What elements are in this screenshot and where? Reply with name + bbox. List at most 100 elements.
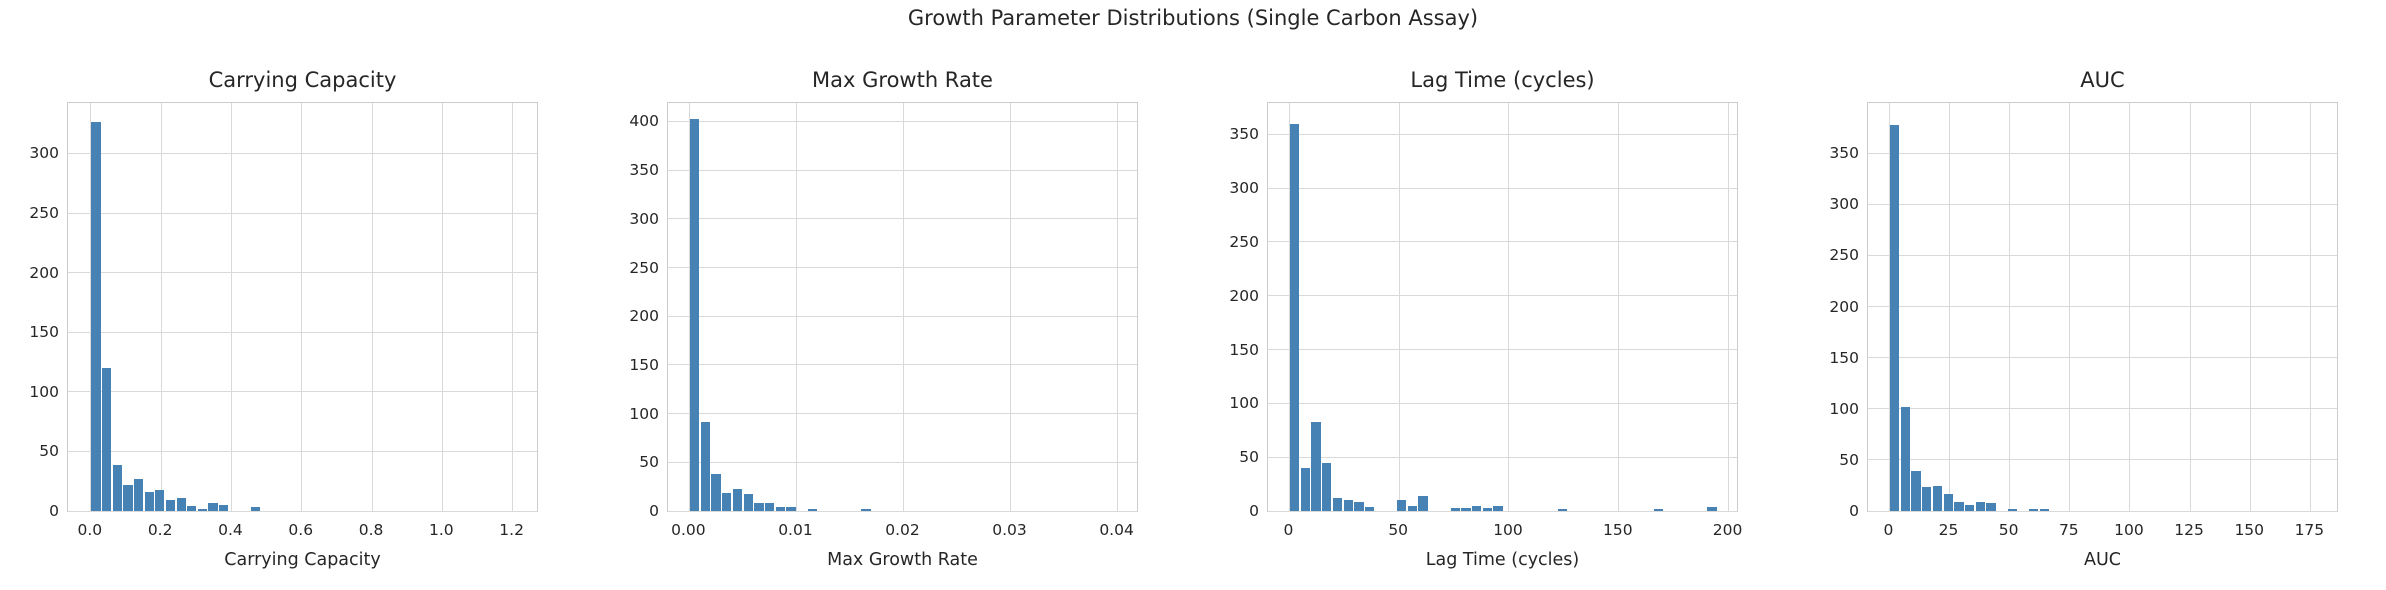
y-tick-label: 50: [39, 442, 59, 461]
histogram-bar: [786, 507, 796, 511]
x-tick-label: 100: [1493, 521, 1523, 539]
x-gridline: [1288, 103, 1290, 511]
x-tick-label: 0.02: [885, 521, 920, 539]
histogram-bar: [2029, 508, 2039, 511]
x-tick-label: 0.01: [778, 521, 813, 539]
x-axis-label-lag-time: Lag Time (cycles): [1425, 550, 1580, 570]
x-tick-label: 50: [1998, 521, 2019, 539]
y-gridline: [1868, 203, 2337, 205]
y-tick-label: 50: [639, 453, 659, 472]
y-tick-label: 350: [1829, 144, 1859, 163]
histogram-bar: [1986, 502, 1996, 511]
y-tick-label: 250: [1229, 232, 1259, 251]
histogram-bar: [764, 503, 775, 511]
y-gridline: [668, 315, 1137, 317]
histogram-bar: [1418, 495, 1428, 511]
y-tick-label: 0: [1249, 502, 1259, 520]
histogram-bar: [187, 506, 197, 511]
histogram-bar: [1397, 500, 1407, 511]
y-tick-label: 350: [1229, 125, 1259, 144]
y-tick-label: 250: [1829, 246, 1859, 265]
histogram-bar: [1290, 123, 1300, 511]
y-gridline: [1268, 510, 1737, 512]
x-tick-label: 100: [2114, 521, 2144, 539]
histogram-bar: [219, 505, 229, 511]
x-gridline: [795, 103, 797, 511]
y-tick-label: 300: [1829, 195, 1859, 214]
x-tick-label: 0.0: [77, 521, 103, 539]
y-gridline: [1868, 357, 2337, 359]
histogram-bar: [743, 494, 753, 511]
x-gridline: [1010, 103, 1012, 511]
y-gridline: [668, 364, 1137, 366]
histogram-bar: [861, 509, 871, 511]
y-tick-label: 100: [1229, 394, 1259, 413]
x-axis-label-auc: AUC: [2084, 550, 2121, 570]
histogram-bar: [1890, 124, 1900, 511]
x-gridline: [371, 103, 373, 511]
x-gridline: [230, 103, 232, 511]
histogram-max-growth-rate: [667, 102, 1138, 512]
y-gridline: [1268, 133, 1737, 135]
y-tick-label: 150: [29, 323, 59, 342]
x-gridline: [1508, 103, 1510, 511]
y-gridline: [1868, 459, 2337, 461]
y-tick-label: 300: [29, 144, 59, 163]
x-axis-label-max-growth-rate: Max Growth Rate: [827, 550, 978, 570]
histogram-bar: [1343, 500, 1353, 511]
histogram-bar: [1471, 505, 1482, 511]
histogram-bar: [775, 507, 785, 511]
histogram-bar: [1322, 462, 1332, 511]
histogram-bar: [1450, 507, 1460, 511]
y-gridline: [68, 212, 537, 214]
y-tick-label: 300: [1229, 179, 1259, 198]
x-gridline: [1728, 103, 1730, 511]
y-gridline: [68, 391, 537, 393]
y-tick-label: 300: [629, 209, 659, 228]
x-gridline: [688, 103, 690, 511]
histogram-bar: [1311, 421, 1321, 511]
x-gridline: [903, 103, 904, 511]
x-gridline: [1398, 103, 1400, 511]
x-gridline: [90, 103, 92, 511]
histogram-bar: [1300, 467, 1310, 511]
y-gridline: [1268, 349, 1737, 351]
y-tick-label: 100: [1829, 399, 1859, 418]
histogram-bar: [1364, 506, 1375, 511]
y-gridline: [1268, 456, 1737, 458]
y-gridline: [668, 413, 1137, 415]
histogram-bar: [1932, 486, 1943, 511]
y-tick-label: 400: [629, 112, 659, 131]
y-tick-label: 150: [629, 355, 659, 374]
x-gridline: [160, 103, 162, 511]
y-gridline: [1868, 510, 2337, 512]
y-gridline: [668, 267, 1137, 269]
histogram-bar: [1707, 506, 1717, 511]
x-tick-label: 0.03: [992, 521, 1027, 539]
y-gridline: [1868, 306, 2337, 308]
histogram-bar: [1653, 508, 1664, 511]
histogram-bar: [1975, 501, 1985, 511]
histogram-bar: [250, 507, 261, 511]
histogram-bar: [2039, 508, 2050, 511]
x-tick-label: 0.6: [288, 521, 314, 539]
y-gridline: [1268, 187, 1737, 189]
histogram-bar: [700, 422, 710, 511]
y-gridline: [1868, 408, 2337, 410]
y-gridline: [68, 152, 537, 154]
x-axis-label-carrying-capacity: Carrying Capacity: [224, 550, 381, 570]
y-tick-label: 200: [1829, 297, 1859, 316]
y-tick-label: 250: [29, 204, 59, 223]
x-tick-label: 0: [1883, 521, 1894, 539]
x-tick-label: 125: [2174, 521, 2204, 539]
histogram-bar: [1954, 501, 1964, 511]
y-tick-label: 350: [629, 161, 659, 180]
x-tick-label: 0.4: [218, 521, 243, 539]
x-tick-label: 150: [1602, 521, 1633, 539]
histogram-bar: [2007, 508, 2018, 511]
x-gridline: [512, 103, 514, 511]
y-gridline: [1268, 295, 1737, 297]
histogram-bar: [754, 503, 764, 511]
y-gridline: [68, 331, 537, 333]
histogram-bar: [208, 502, 218, 511]
